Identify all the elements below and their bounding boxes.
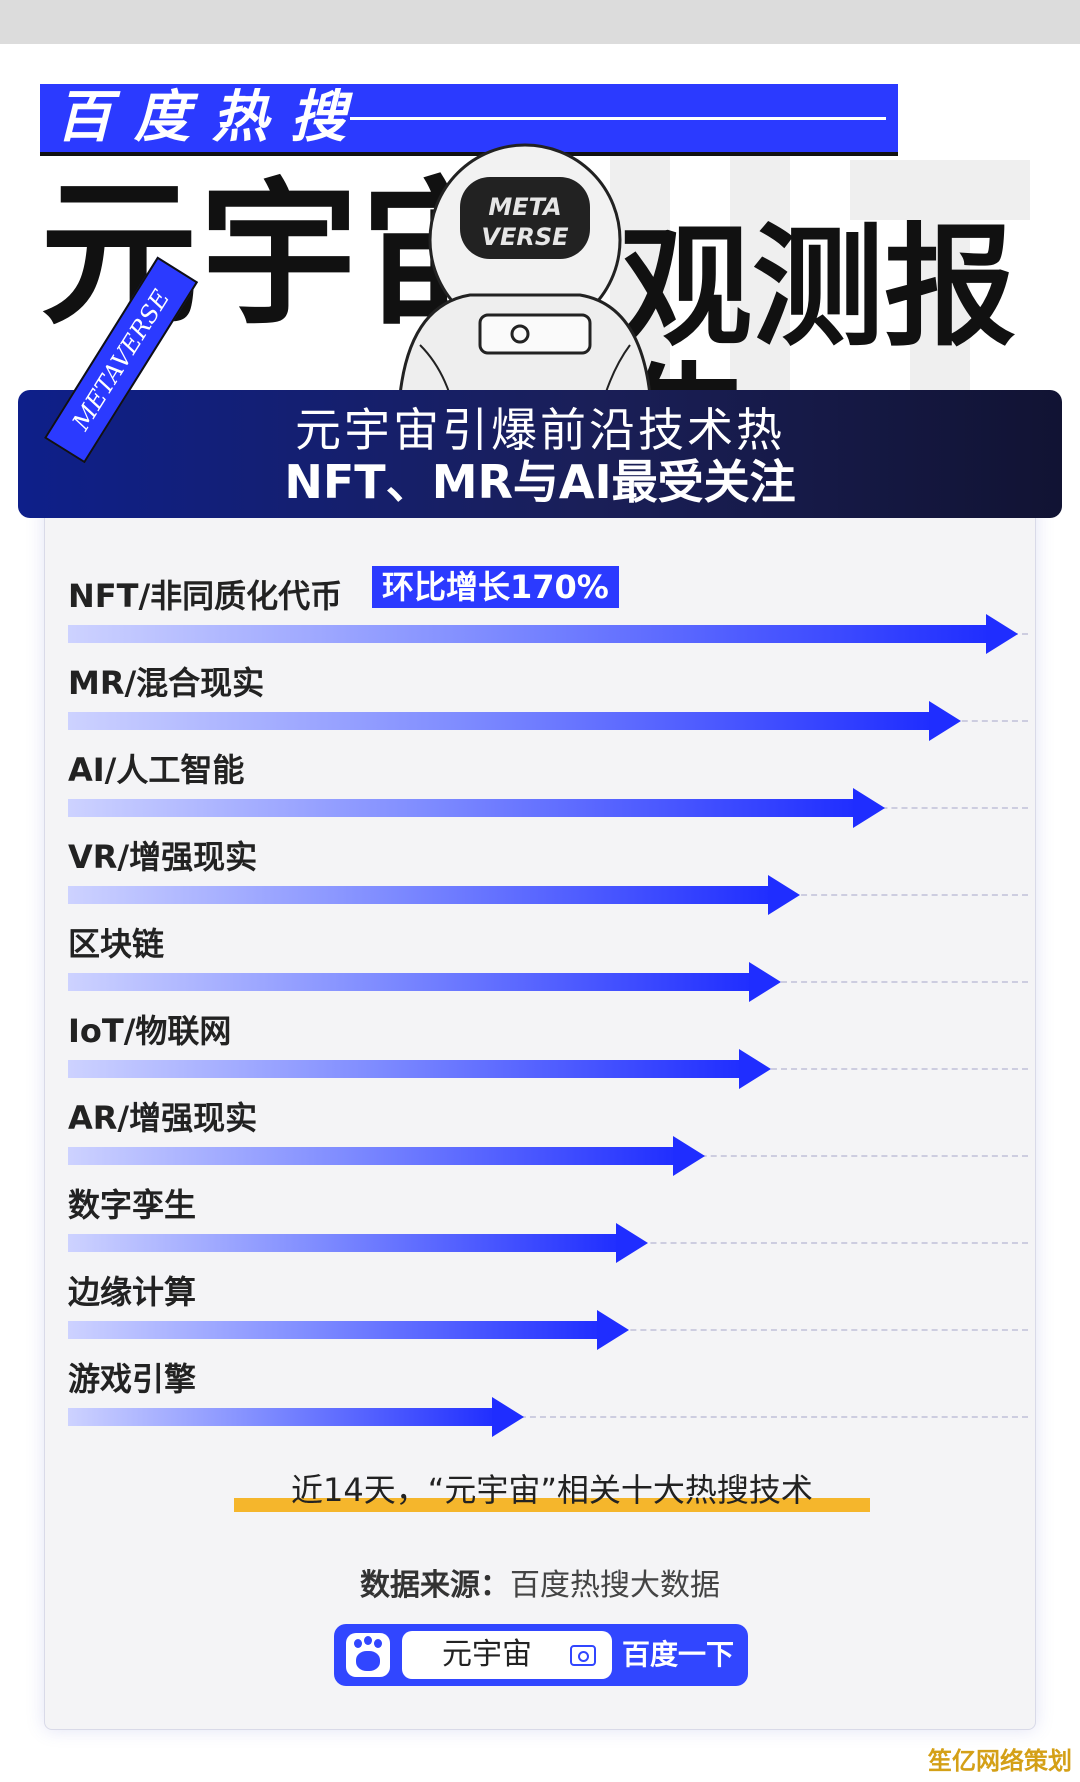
bar-track	[68, 1416, 1028, 1418]
banner-line-2: NFT、MR与AI最受关注	[284, 455, 796, 509]
search-input[interactable]: 元宇宙	[402, 1631, 612, 1679]
chart-row: VR/增强现实	[68, 837, 1028, 917]
search-query: 元宇宙	[442, 1637, 532, 1672]
bar-label: AR/增强现实	[68, 1099, 258, 1137]
bar-arrow	[68, 962, 781, 1002]
bar-arrow	[68, 1136, 705, 1176]
arrow-head-icon	[596, 1310, 629, 1350]
bar-label: VR/增强现实	[68, 838, 258, 876]
bar-shaft	[68, 973, 755, 991]
banner-line-1: 元宇宙引爆前沿技术热	[295, 403, 785, 457]
bar-arrow	[68, 1397, 524, 1437]
arrow-head-icon	[767, 875, 800, 915]
caption-highlight	[234, 1498, 870, 1512]
bar-label: 游戏引擎	[68, 1360, 197, 1398]
bar-shaft	[68, 1321, 603, 1339]
search-button[interactable]: 百度一下	[622, 1638, 735, 1671]
bar-shaft	[68, 1408, 498, 1426]
arrow-head-icon	[672, 1136, 705, 1176]
astronaut-illustration: META VERSE	[398, 143, 652, 395]
arrow-head-icon	[853, 788, 885, 828]
bar-shaft	[68, 1060, 745, 1078]
brand-rule	[350, 117, 886, 120]
chart-caption: 近14天，“元宇宙”相关十大热搜技术	[234, 1471, 870, 1512]
helmet-visor-text: META	[488, 193, 561, 221]
arrow-head-icon	[986, 614, 1018, 654]
chart-row: 游戏引擎	[68, 1359, 1028, 1439]
watermark: 笙亿网络策划	[928, 1747, 1072, 1775]
helmet-visor-text-2: VERSE	[481, 223, 569, 251]
bar-shaft	[68, 712, 935, 730]
chart-row: 数字孪生	[68, 1185, 1028, 1265]
bar-arrow	[68, 1049, 771, 1089]
brand-title: 百度热搜	[56, 85, 368, 150]
arrow-head-icon	[739, 1049, 771, 1089]
bar-arrow	[68, 701, 961, 741]
baidu-paw-icon	[346, 1633, 390, 1677]
bar-label: IoT/物联网	[68, 1012, 232, 1050]
arrow-head-icon	[615, 1223, 648, 1263]
headline-banner: 元宇宙引爆前沿技术热 NFT、MR与AI最受关注	[18, 390, 1062, 518]
bar-shaft	[68, 1234, 622, 1252]
bar-label: NFT/非同质化代币	[68, 577, 343, 615]
chart-card	[44, 500, 1036, 1730]
chart-row: AR/增强现实	[68, 1098, 1028, 1178]
arrow-head-icon	[748, 962, 781, 1002]
chart-row: 区块链	[68, 924, 1028, 1004]
chart-row: MR/混合现实	[68, 663, 1028, 743]
arrow-head-icon	[929, 701, 961, 741]
chart-row: NFT/非同质化代币	[68, 576, 1028, 656]
search-bar: 元宇宙 百度一下	[334, 1624, 748, 1686]
bar-shaft	[68, 799, 859, 817]
bar-arrow	[68, 614, 1018, 654]
bar-shaft	[68, 1147, 679, 1165]
bar-arrow	[68, 1310, 629, 1350]
bar-arrow	[68, 1223, 648, 1263]
caption-text: 近14天，“元宇宙”相关十大热搜技术	[291, 1471, 813, 1509]
chart-row: 边缘计算	[68, 1272, 1028, 1352]
chart-row: IoT/物联网	[68, 1011, 1028, 1091]
bar-shaft	[68, 886, 774, 904]
bar-label: 区块链	[68, 925, 165, 963]
chart-row: AI/人工智能	[68, 750, 1028, 830]
bar-label: 边缘计算	[68, 1273, 197, 1311]
growth-badge: 环比增长170%	[372, 566, 619, 608]
bar-label: AI/人工智能	[68, 751, 245, 789]
source-value: 百度热搜大数据	[510, 1568, 720, 1603]
bar-shaft	[68, 625, 992, 643]
brand-header: 百度热搜	[40, 84, 898, 156]
top-strip	[0, 0, 1080, 44]
source-label: 数据来源：	[360, 1568, 510, 1603]
camera-icon[interactable]	[570, 1645, 596, 1666]
bar-label: 数字孪生	[68, 1186, 197, 1224]
data-source: 数据来源：百度热搜大数据	[0, 1566, 1080, 1606]
bar-label: MR/混合现实	[68, 664, 265, 702]
arrow-head-icon	[492, 1397, 524, 1437]
bar-arrow	[68, 788, 885, 828]
bar-arrow	[68, 875, 800, 915]
